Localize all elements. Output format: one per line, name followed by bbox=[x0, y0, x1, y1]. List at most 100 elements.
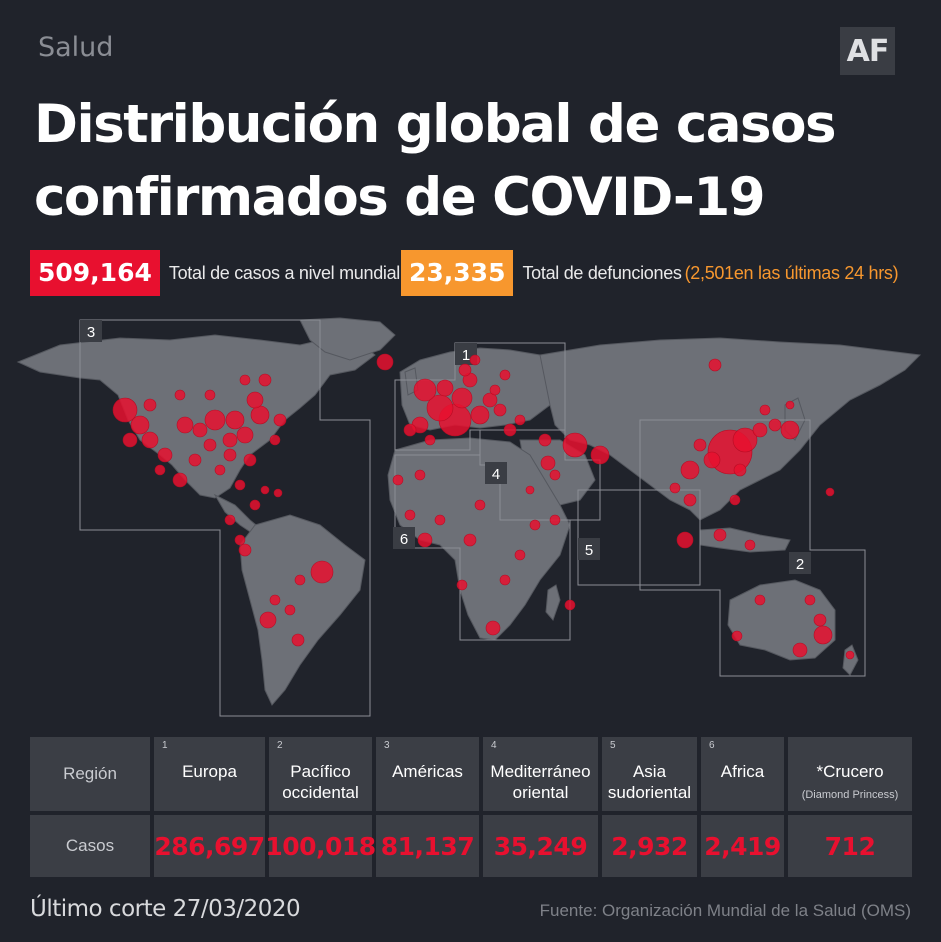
case-bubble bbox=[310, 560, 334, 584]
af-logo: AF bbox=[840, 27, 895, 75]
region-name: *Crucero (Diamond Princess) bbox=[801, 762, 899, 801]
case-bubble bbox=[174, 389, 186, 401]
region-number: 2 bbox=[277, 740, 283, 751]
case-bubble bbox=[693, 438, 707, 452]
case-bubble bbox=[284, 604, 296, 616]
region-col-mediterraneo: 4 Mediterráneo oriental bbox=[483, 737, 598, 811]
case-bubble bbox=[204, 389, 216, 401]
case-bubble bbox=[291, 633, 305, 647]
case-bubble bbox=[489, 384, 501, 396]
case-bubble bbox=[562, 432, 588, 458]
region-frame-3 bbox=[79, 319, 371, 717]
case-bubble bbox=[141, 431, 159, 449]
region-marker-4: 4 bbox=[485, 462, 507, 484]
case-bubble bbox=[223, 448, 237, 462]
case-bubble bbox=[482, 392, 498, 408]
cruise-ship-subtitle: (Diamond Princess) bbox=[801, 789, 899, 801]
total-deaths-badge: 23,335 bbox=[401, 250, 514, 296]
case-bubbles bbox=[112, 353, 855, 660]
region-name: Américas bbox=[392, 762, 463, 781]
case-bubble bbox=[804, 594, 816, 606]
case-bubble bbox=[474, 499, 486, 511]
region-frame-2 bbox=[639, 419, 866, 677]
case-bubble bbox=[273, 488, 283, 498]
case-bubble bbox=[813, 625, 833, 645]
region-col-pacifico: 2 Pacífico occidental bbox=[269, 737, 372, 811]
region-col-crucero: *Crucero (Diamond Princess) bbox=[788, 737, 912, 811]
case-bubble bbox=[258, 373, 272, 387]
region-number: 6 bbox=[709, 740, 715, 751]
case-bubble bbox=[172, 472, 188, 488]
case-bubble bbox=[463, 533, 477, 547]
region-name: Asia sudoriental bbox=[607, 762, 692, 802]
region-name: Africa bbox=[720, 762, 765, 781]
case-bubble bbox=[451, 387, 473, 409]
case-bubble bbox=[590, 445, 610, 465]
north-america-landmass bbox=[16, 334, 376, 499]
region-marker-3: 3 bbox=[80, 320, 102, 342]
case-bubble bbox=[744, 539, 756, 551]
cases-europa: 286,697 bbox=[154, 815, 265, 877]
case-bubble bbox=[404, 509, 416, 521]
cases-crucero: 712 bbox=[788, 815, 912, 877]
case-bubble bbox=[436, 379, 454, 397]
case-bubble bbox=[503, 423, 517, 437]
case-bubble bbox=[392, 474, 404, 486]
deaths-24h-note: (2,501en las últimas 24 hrs) bbox=[684, 262, 899, 283]
cases-pacifico: 100,018 bbox=[265, 815, 376, 877]
case-bubble bbox=[825, 487, 835, 497]
case-bubble bbox=[259, 611, 277, 629]
case-bubble bbox=[246, 391, 264, 409]
case-bubble bbox=[813, 613, 827, 627]
case-bubble bbox=[469, 354, 481, 366]
case-bubble bbox=[224, 514, 236, 526]
case-bubble bbox=[683, 493, 697, 507]
total-deaths-stat: 23,335 Total de defunciones (2,501en las… bbox=[401, 250, 899, 296]
case-bubble bbox=[294, 574, 306, 586]
case-bubble bbox=[403, 423, 417, 437]
total-cases-stat: 509,164 Total de casos a nivel mundial bbox=[30, 250, 400, 296]
case-bubble bbox=[236, 426, 254, 444]
case-bubble bbox=[549, 514, 561, 526]
case-bubble bbox=[780, 420, 800, 440]
case-bubble bbox=[376, 353, 394, 371]
new-zealand-landmass bbox=[842, 644, 859, 676]
section-label: Salud bbox=[38, 32, 114, 63]
case-bubble bbox=[143, 398, 157, 412]
case-bubble bbox=[424, 434, 436, 446]
region-col-asia: 5 Asia sudoriental bbox=[602, 737, 697, 811]
case-bubble bbox=[426, 394, 454, 422]
case-bubble bbox=[470, 405, 490, 425]
case-bubble bbox=[273, 413, 287, 427]
case-bubble bbox=[792, 642, 808, 658]
case-bubble bbox=[499, 574, 511, 586]
cases-mediterraneo: 35,249 bbox=[483, 815, 598, 877]
title-line-1: Distribución global de casos bbox=[34, 94, 837, 155]
region-name: Europa bbox=[182, 762, 237, 781]
cases-table: Región Casos 1 Europa 286,697 2 Pacífico… bbox=[30, 737, 912, 877]
case-bubble bbox=[214, 464, 226, 476]
region-number: 1 bbox=[162, 740, 168, 751]
case-bubble bbox=[525, 485, 535, 495]
case-bubble bbox=[243, 453, 257, 467]
case-bubble bbox=[413, 378, 437, 402]
case-bubble bbox=[713, 528, 727, 542]
case-bubble bbox=[768, 418, 782, 432]
case-bubble bbox=[458, 363, 472, 377]
case-bubble bbox=[269, 434, 281, 446]
case-bubble bbox=[549, 469, 561, 481]
south-america-landmass bbox=[239, 514, 366, 706]
case-bubble bbox=[249, 499, 261, 511]
svg-text:4: 4 bbox=[492, 466, 500, 483]
case-bubble bbox=[176, 416, 194, 434]
case-bubble bbox=[260, 485, 270, 495]
case-bubble bbox=[759, 404, 771, 416]
case-bubble bbox=[538, 433, 552, 447]
source-credit: Fuente: Organización Mundial de la Salud… bbox=[539, 901, 911, 920]
region-name: Pacífico occidental bbox=[282, 762, 359, 802]
region-number: 4 bbox=[491, 740, 497, 751]
case-bubble bbox=[564, 599, 576, 611]
case-bubble bbox=[188, 453, 202, 467]
case-bubble bbox=[754, 594, 766, 606]
case-bubble bbox=[680, 460, 700, 480]
